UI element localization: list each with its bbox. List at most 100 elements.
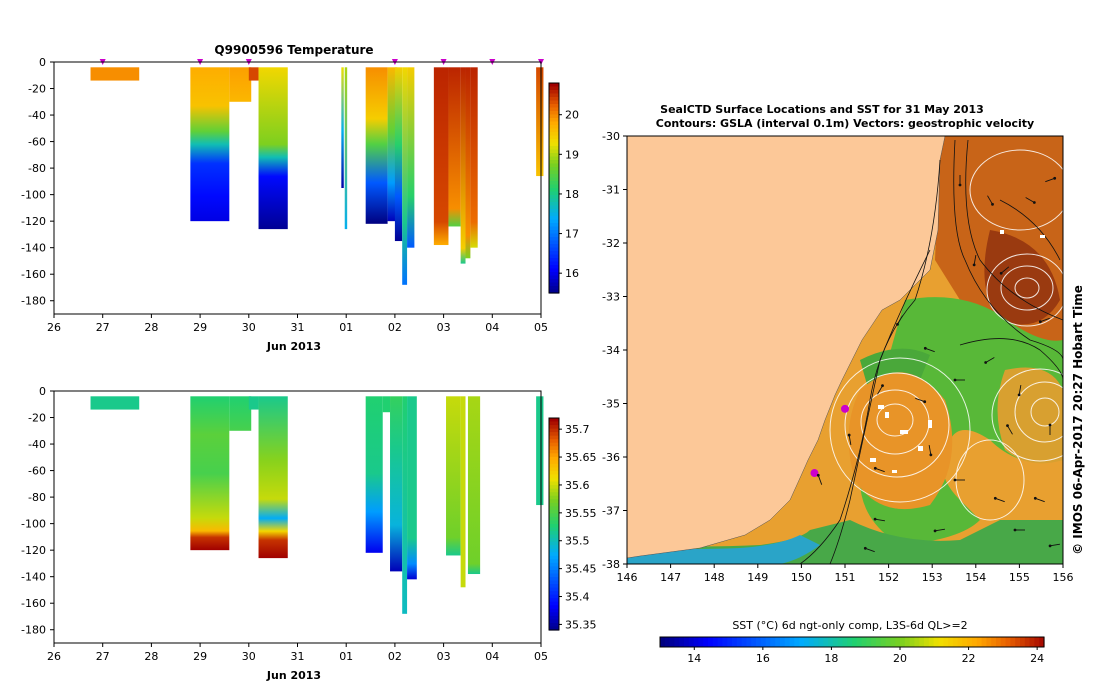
y-tick-label: -140 bbox=[21, 571, 46, 584]
colorbar-segment bbox=[549, 251, 559, 256]
colorbar-segment bbox=[549, 163, 559, 168]
colorbar-segment bbox=[549, 233, 559, 238]
colorbar-segment bbox=[866, 637, 872, 647]
colorbar-segment bbox=[818, 637, 824, 647]
colorbar-segment bbox=[549, 548, 559, 553]
velocity-arrow bbox=[877, 385, 883, 395]
x-tick-label: 04 bbox=[485, 321, 499, 334]
salinity-x-label: Jun 2013 bbox=[266, 669, 321, 682]
colorbar-tick-label: 35.45 bbox=[565, 563, 597, 576]
colorbar-segment bbox=[549, 612, 559, 617]
colorbar-frame bbox=[548, 417, 560, 631]
colorbar-segment bbox=[1015, 637, 1021, 647]
y-tick-label: -20 bbox=[28, 83, 46, 96]
colorbar-segment bbox=[967, 637, 973, 647]
colorbar-segment bbox=[736, 637, 743, 647]
colorbar-segment bbox=[549, 573, 559, 578]
colorbar-segment bbox=[832, 637, 839, 647]
colorbar-segment bbox=[549, 114, 559, 119]
colorbar-segment bbox=[914, 637, 920, 647]
colorbar-segment bbox=[549, 509, 559, 514]
colorbar-segment bbox=[549, 545, 559, 550]
longitude-tick-label: 153 bbox=[922, 571, 943, 584]
velocity-arrow-head bbox=[863, 546, 867, 550]
colorbar-segment bbox=[549, 499, 559, 504]
profile-column bbox=[402, 396, 408, 614]
colorbar-segment bbox=[549, 240, 559, 245]
salinity-panel: 0 -20 -40 -60 -80 -100 -120 -140 -160 -180 26 27 28… bbox=[21, 385, 596, 682]
colorbar-segment bbox=[1039, 637, 1045, 647]
longitude-tick-label: 150 bbox=[791, 571, 812, 584]
velocity-arrow-head bbox=[929, 453, 933, 457]
colorbar-segment bbox=[727, 637, 733, 647]
colorbar-segment bbox=[876, 637, 882, 647]
longitude-tick-label: 147 bbox=[660, 571, 681, 584]
velocity-arrow-head bbox=[847, 433, 851, 437]
colorbar-tick-label: 24 bbox=[1030, 652, 1044, 665]
velocity-arrow-head bbox=[1038, 320, 1042, 324]
colorbar-segment bbox=[549, 142, 559, 147]
colorbar-segment bbox=[549, 195, 559, 200]
colorbar-segment bbox=[549, 128, 559, 133]
colorbar-segment bbox=[549, 615, 559, 620]
velocity-arrow-head bbox=[933, 529, 937, 533]
x-tick-label: 03 bbox=[437, 321, 451, 334]
colorbar-segment bbox=[549, 425, 559, 430]
colorbar-segment bbox=[549, 552, 559, 557]
velocity-arrow bbox=[915, 397, 925, 403]
colorbar-tick-label: 20 bbox=[893, 652, 907, 665]
colorbar-segment bbox=[549, 527, 559, 532]
x-tick-label: 01 bbox=[339, 321, 353, 334]
colorbar-segment bbox=[664, 637, 671, 647]
temperature-x-label: Jun 2013 bbox=[266, 340, 321, 353]
velocity-arrow bbox=[1049, 543, 1061, 547]
velocity-arrow bbox=[987, 195, 993, 205]
colorbar-segment bbox=[660, 637, 666, 647]
colorbar-segment bbox=[549, 488, 559, 493]
velocity-arrow-head bbox=[923, 400, 927, 404]
velocity-arrow bbox=[995, 497, 1005, 503]
velocity-arrow-head bbox=[953, 478, 957, 482]
colorbar-segment bbox=[549, 153, 559, 158]
latitude-tick-label: -36 bbox=[602, 451, 620, 464]
velocity-arrow bbox=[934, 528, 946, 532]
latitude-tick-label: -32 bbox=[602, 237, 620, 250]
colorbar-segment bbox=[952, 637, 959, 647]
colorbar-segment bbox=[684, 637, 690, 647]
colorbar-segment bbox=[717, 637, 723, 647]
velocity-arrow-head bbox=[953, 378, 957, 382]
colorbar-segment bbox=[549, 428, 559, 433]
colorbar-segment bbox=[1029, 637, 1035, 647]
x-tick-label: 01 bbox=[339, 650, 353, 663]
colorbar-segment bbox=[808, 637, 815, 647]
colorbar-tick-label: 35.5 bbox=[565, 535, 590, 548]
colorbar-segment bbox=[784, 637, 791, 647]
velocity-arrow-head bbox=[984, 361, 988, 364]
velocity-arrow-head bbox=[923, 346, 927, 350]
colorbar-segment bbox=[549, 463, 559, 469]
profile-column bbox=[460, 396, 466, 588]
colorbar-segment bbox=[549, 584, 559, 589]
colorbar-segment bbox=[549, 608, 559, 613]
velocity-arrow-head bbox=[896, 322, 899, 326]
colorbar-segment bbox=[549, 492, 559, 497]
colorbar-tick-label: 35.7 bbox=[565, 423, 590, 436]
colorbar-segment bbox=[549, 453, 559, 458]
colorbar-segment bbox=[549, 478, 559, 483]
colorbar-segment bbox=[976, 637, 983, 647]
y-tick-label: -60 bbox=[28, 465, 46, 478]
colorbar-segment bbox=[549, 237, 559, 242]
colorbar-segment bbox=[549, 619, 559, 624]
velocity-arrow bbox=[973, 254, 977, 266]
colorbar-tick-label: 18 bbox=[824, 652, 838, 665]
profile-column bbox=[390, 396, 403, 572]
velocity-arrow bbox=[874, 518, 886, 522]
colorbar-segment bbox=[549, 223, 559, 228]
longitude-tick-label: 148 bbox=[704, 571, 725, 584]
y-tick-label: -160 bbox=[21, 597, 46, 610]
colorbar-segment bbox=[549, 209, 559, 214]
profile-column bbox=[433, 67, 449, 246]
colorbar-segment bbox=[789, 637, 795, 647]
colorbar-segment bbox=[957, 637, 963, 647]
